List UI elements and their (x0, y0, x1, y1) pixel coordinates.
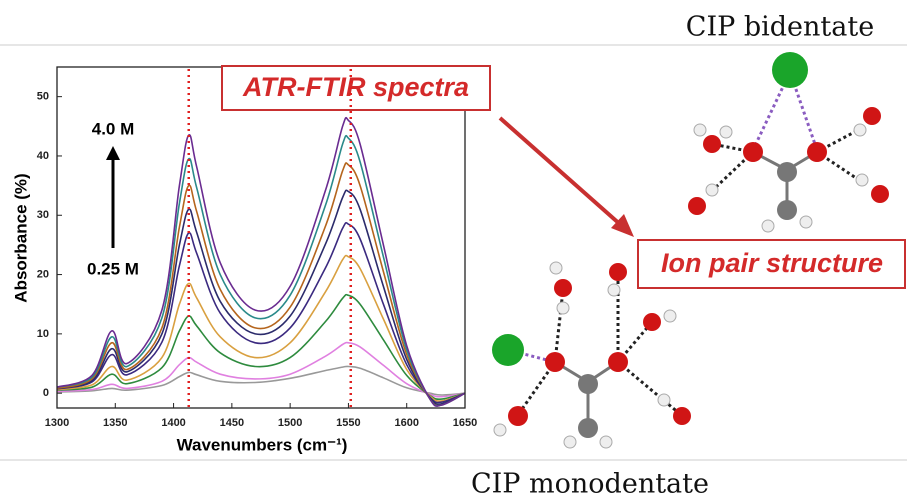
y-axis-label: Absorbance (%) (11, 173, 30, 302)
spectrum-line (56, 293, 466, 401)
spectrum-line (56, 134, 466, 407)
y-tick-label: 30 (37, 209, 49, 221)
spectrum-line (56, 116, 466, 407)
y-tick-label: 50 (37, 91, 49, 103)
x-tick-label: 1600 (394, 417, 418, 429)
bidentate-label: CIP bidentate (686, 12, 874, 43)
label-box (221, 65, 491, 111)
x-axis-label: Wavenumbers (cm⁻¹) (177, 435, 348, 454)
molecule-monodentate (492, 261, 691, 449)
monodentate-label: CIP monodentate (471, 469, 709, 499)
y-tick-label: 0 (43, 387, 49, 399)
arrowhead (106, 146, 120, 160)
structure-label: Ion pair structure (661, 248, 883, 278)
y-tick-label: 20 (37, 268, 49, 280)
concentration-low: 0.25 M (87, 259, 139, 278)
x-tick-label: 1300 (45, 417, 69, 429)
concentration-high: 4.0 M (92, 119, 135, 138)
arrowhead (611, 214, 634, 237)
y-tick-label: 40 (37, 150, 49, 162)
molecule-bidentate (688, 52, 889, 233)
spectrum-line (56, 162, 466, 407)
x-tick-label: 1500 (278, 417, 302, 429)
x-tick-label: 1350 (103, 417, 127, 429)
y-tick-label: 10 (37, 328, 49, 340)
x-tick-label: 1650 (453, 417, 477, 429)
label-box (637, 239, 906, 289)
x-tick-label: 1450 (220, 417, 244, 429)
spectrum-line (56, 189, 466, 406)
spectrum-line (56, 341, 466, 398)
spectra-label: ATR-FTIR spectra (242, 72, 469, 102)
spectrum-line (56, 365, 466, 396)
x-tick-label: 1550 (336, 417, 360, 429)
spectrum-line (56, 221, 466, 404)
pointer-arrow (498, 116, 624, 228)
spectrum-line (56, 254, 466, 402)
x-tick-label: 1400 (161, 417, 185, 429)
